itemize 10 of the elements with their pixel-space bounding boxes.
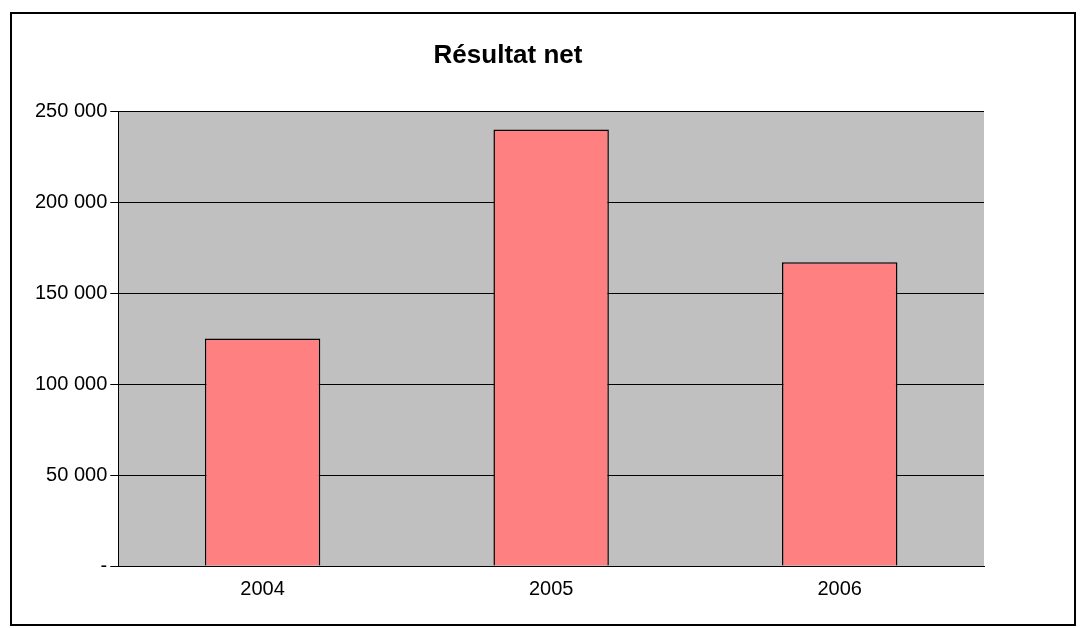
y-tick-label: 50 000 <box>46 462 108 485</box>
x-tick-label: 2004 <box>240 576 285 599</box>
chart-title: Résultat net <box>433 38 583 69</box>
y-tick-label: 200 000 <box>35 189 108 212</box>
y-tick-label: 100 000 <box>35 371 108 394</box>
x-tick-label: 2006 <box>817 576 862 599</box>
y-tick-label: 250 000 <box>35 98 108 121</box>
y-tick-label: - <box>100 553 108 576</box>
x-tick-label: 2005 <box>528 576 574 599</box>
y-tick-label: 150 000 <box>35 280 108 303</box>
